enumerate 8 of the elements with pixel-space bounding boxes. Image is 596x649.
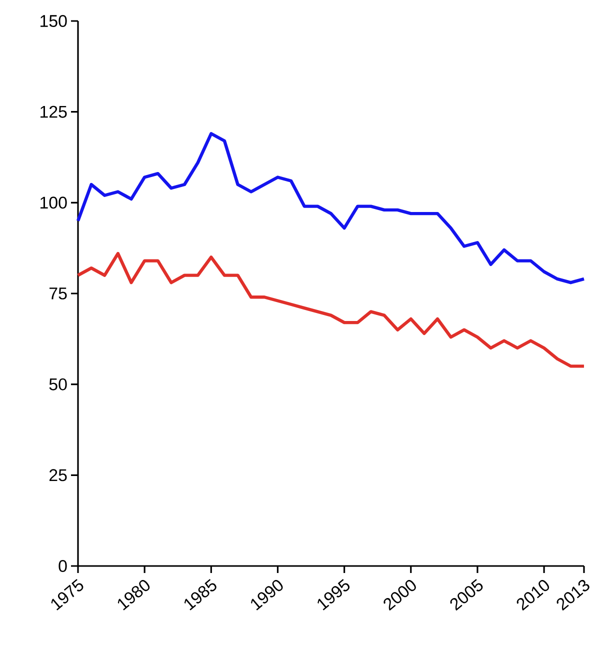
y-tick-label: 25 [50,469,67,482]
y-tick-label: 0 [58,560,67,572]
y-tick-label: 75 [50,288,67,300]
y-tick-label: 150 [40,15,67,27]
y-tick-label: 100 [40,196,67,209]
line-series [76,252,586,368]
y-tick-label: 50 [49,378,67,390]
y-tick-label: 125 [40,106,67,118]
